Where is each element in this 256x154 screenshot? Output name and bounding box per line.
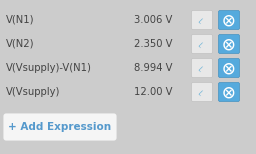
Text: 12.00 V: 12.00 V <box>133 87 172 97</box>
Text: ⨂: ⨂ <box>223 14 235 26</box>
Text: ⨂: ⨂ <box>223 61 235 75</box>
FancyBboxPatch shape <box>191 83 212 101</box>
Text: ⌐: ⌐ <box>196 62 208 74</box>
Text: V(Vsupply)-V(N1): V(Vsupply)-V(N1) <box>6 63 92 73</box>
Text: ⌐: ⌐ <box>196 86 208 98</box>
FancyBboxPatch shape <box>219 34 240 53</box>
Text: ⌐: ⌐ <box>196 14 208 26</box>
FancyBboxPatch shape <box>3 113 117 141</box>
FancyBboxPatch shape <box>219 59 240 77</box>
Text: + Add Expression: + Add Expression <box>8 122 112 132</box>
Text: V(N1): V(N1) <box>6 15 35 25</box>
FancyBboxPatch shape <box>191 59 212 77</box>
FancyBboxPatch shape <box>191 34 212 53</box>
FancyBboxPatch shape <box>219 10 240 30</box>
Text: ⌐: ⌐ <box>196 38 208 50</box>
Text: 8.994 V: 8.994 V <box>133 63 172 73</box>
Text: V(N2): V(N2) <box>6 39 35 49</box>
Text: 3.006 V: 3.006 V <box>134 15 172 25</box>
Text: 2.350 V: 2.350 V <box>133 39 172 49</box>
FancyBboxPatch shape <box>219 83 240 101</box>
Text: ⨂: ⨂ <box>223 38 235 51</box>
Text: V(Vsupply): V(Vsupply) <box>6 87 60 97</box>
Text: ⨂: ⨂ <box>223 85 235 99</box>
FancyBboxPatch shape <box>191 10 212 30</box>
